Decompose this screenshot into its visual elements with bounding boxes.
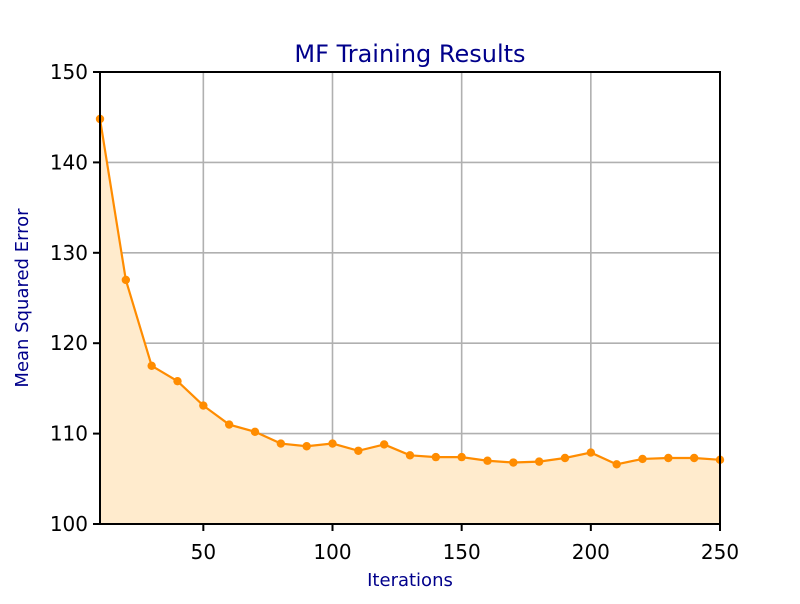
x-tick-label: 100 bbox=[313, 540, 351, 564]
data-point bbox=[689, 453, 699, 463]
area-layer bbox=[100, 119, 720, 525]
points-layer bbox=[95, 114, 725, 469]
data-point bbox=[457, 452, 466, 462]
x-tick-label: 50 bbox=[191, 540, 216, 564]
x-tick-label: 250 bbox=[701, 540, 739, 564]
data-point bbox=[121, 275, 131, 285]
plot-frame bbox=[99, 71, 721, 525]
data-point bbox=[509, 458, 518, 467]
data-point bbox=[664, 453, 673, 463]
data-point bbox=[612, 460, 621, 469]
data-point bbox=[431, 452, 441, 462]
axes-layer bbox=[99, 71, 721, 525]
data-point bbox=[328, 439, 337, 448]
x-tick-label: 200 bbox=[572, 540, 610, 564]
area-fill bbox=[100, 119, 720, 525]
data-point bbox=[560, 453, 570, 463]
x-tick-label: 150 bbox=[443, 540, 481, 564]
data-point bbox=[379, 440, 389, 449]
data-point bbox=[405, 451, 415, 460]
data-point bbox=[224, 420, 234, 429]
chart-title: MF Training Results bbox=[294, 40, 525, 68]
data-point bbox=[302, 442, 311, 451]
y-tick-label: 140 bbox=[50, 150, 88, 174]
data-point bbox=[483, 456, 492, 465]
y-axis-label: Mean Squared Error bbox=[12, 208, 33, 388]
y-tick-label: 120 bbox=[50, 331, 88, 355]
data-point bbox=[173, 376, 182, 386]
data-point bbox=[250, 427, 260, 436]
y-tick-label: 150 bbox=[50, 60, 88, 84]
data-point bbox=[147, 361, 156, 370]
y-tick-label: 110 bbox=[50, 422, 88, 446]
data-point bbox=[199, 401, 208, 410]
y-tick-label: 100 bbox=[50, 512, 88, 536]
x-axis-label: Iterations bbox=[367, 570, 453, 591]
data-point bbox=[276, 439, 286, 448]
data-point bbox=[534, 457, 544, 466]
data-point bbox=[354, 446, 363, 455]
data-point bbox=[638, 454, 647, 464]
y-tick-label: 130 bbox=[50, 241, 88, 265]
data-point bbox=[586, 448, 596, 457]
ticks-layer: 50 100 150 200 250 100 110 120 130 140 150 bbox=[50, 60, 739, 564]
